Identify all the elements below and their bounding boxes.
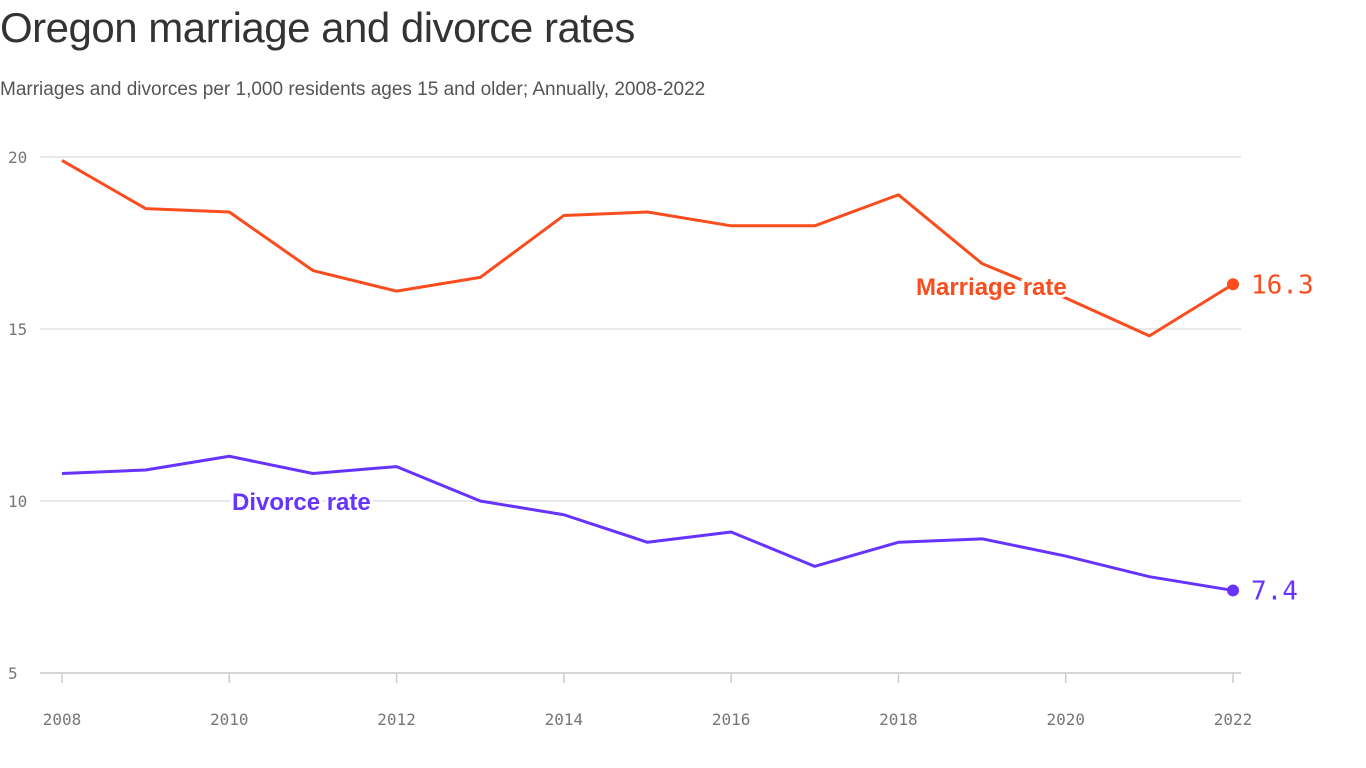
x-tick-label: 2020 [1046, 710, 1085, 729]
marriage-rate-line [61, 159, 1234, 338]
x-tick-label: 2016 [712, 710, 751, 729]
marriage-rate-series-label: Marriage rate [916, 274, 1067, 301]
y-tick-label: 10 [8, 492, 27, 511]
x-tick-label: 2022 [1214, 710, 1253, 729]
x-tick-label: 2018 [879, 710, 918, 729]
y-tick-label: 20 [8, 148, 27, 167]
divorce-rate-series-label: Divorce rate [232, 489, 371, 516]
x-tick-label: 2014 [545, 710, 584, 729]
divorce-rate-end-label: 7.4 [1251, 576, 1298, 606]
x-tick-label: 2012 [377, 710, 416, 729]
divorce-rate-point [1227, 584, 1239, 597]
x-tick-label: 2008 [43, 710, 82, 729]
chart-subtitle: Marriages and divorces per 1,000 residen… [0, 79, 706, 100]
y-tick-label: 5 [8, 664, 18, 683]
divorce-rate-line [61, 454, 1234, 592]
marriage-rate-point [1227, 278, 1239, 291]
x-tick-label: 2010 [210, 710, 249, 729]
marriage-rate-end-label: 16.3 [1251, 270, 1314, 300]
y-tick-label: 15 [8, 320, 27, 339]
chart-title: Oregon marriage and divorce rates [0, 4, 635, 51]
